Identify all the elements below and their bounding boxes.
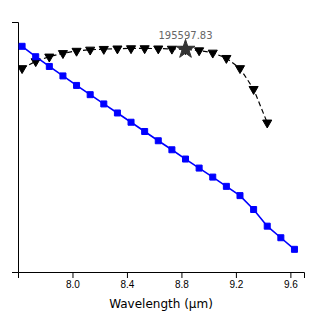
x-tick-mark — [72, 272, 73, 278]
series-marker — [86, 47, 95, 55]
annotation-marker — [176, 39, 195, 57]
series-marker — [74, 82, 80, 88]
series-marker — [154, 46, 163, 54]
series-marker — [208, 50, 217, 58]
series-line — [22, 48, 267, 122]
series-marker — [113, 46, 122, 54]
chart: 8.0 8.4 8.8 9.2 9.6 195597.83 Wavelength (μm) — [0, 0, 320, 320]
series-marker — [128, 119, 134, 125]
series-marker — [183, 156, 189, 162]
series-marker — [264, 223, 270, 229]
x-tick-mark — [127, 272, 128, 278]
marks — [18, 43, 297, 252]
series-marker — [210, 174, 216, 180]
series-marker — [18, 66, 27, 74]
series-marker — [58, 51, 67, 59]
series-marker — [19, 43, 25, 49]
series-marker — [101, 101, 107, 107]
x-tick-label: 9.6 — [284, 279, 298, 290]
series-marker — [72, 48, 81, 56]
x-tick: 9.2 — [229, 272, 243, 290]
annotations: 195597.83 — [158, 30, 212, 41]
series-marker — [237, 193, 243, 199]
y-axis-line — [12, 23, 19, 273]
x-tick-label: 8.8 — [175, 279, 189, 290]
series-marker — [99, 46, 108, 54]
series-marker — [87, 92, 93, 98]
annotation-marks — [176, 39, 195, 57]
x-tick: 8.0 — [66, 272, 80, 290]
x-tick: 8.4 — [120, 272, 134, 290]
series-marker — [169, 147, 175, 153]
series-marker — [195, 48, 204, 56]
series-marker — [291, 246, 297, 252]
x-tick-label: 9.2 — [229, 279, 243, 290]
x-axis-title: Wavelength (μm) — [109, 297, 213, 311]
series-marker — [167, 46, 176, 54]
series-marker — [142, 128, 148, 134]
series-marker — [222, 55, 231, 63]
x-tick-label: 8.4 — [120, 279, 134, 290]
x-tick-mark — [290, 272, 291, 278]
series-marker — [235, 66, 244, 74]
x-tick-mark — [181, 272, 182, 278]
x-tick-label: 8.0 — [66, 279, 80, 290]
series-line — [22, 46, 294, 249]
series-marker — [60, 73, 66, 79]
series-marker — [223, 183, 229, 189]
series-marker — [114, 110, 120, 116]
plot: 8.0 8.4 8.8 9.2 9.6 195597.83 — [12, 23, 305, 291]
series-marker — [251, 207, 257, 213]
x-tick: 8.8 — [175, 272, 189, 290]
series-marker — [45, 54, 54, 62]
series-marker — [155, 138, 161, 144]
series-marker — [249, 86, 258, 94]
series-marker — [126, 46, 135, 54]
x-tick: 9.6 — [284, 272, 298, 290]
series-marker — [140, 46, 149, 54]
series-marker — [278, 235, 284, 241]
series-marker — [263, 120, 272, 128]
series-marker — [196, 165, 202, 171]
annotation-text: 195597.83 — [158, 30, 212, 41]
series-marker — [33, 54, 39, 60]
series-marker — [46, 63, 52, 69]
x-axis-line — [19, 273, 305, 279]
x-axis: 8.0 8.4 8.8 9.2 9.6 — [19, 272, 305, 290]
x-tick-mark — [236, 272, 237, 278]
y-axis — [12, 23, 19, 273]
